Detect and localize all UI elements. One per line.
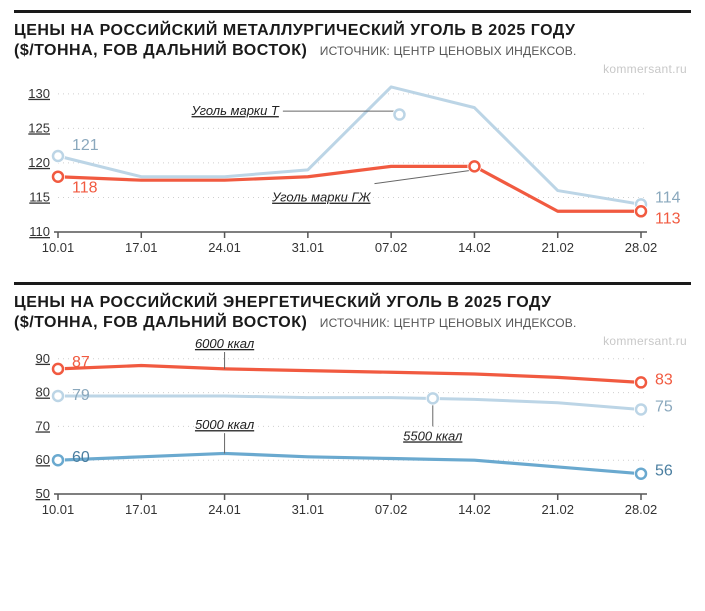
svg-text:07.02: 07.02 [375,502,408,517]
svg-text:14.02: 14.02 [458,502,491,517]
svg-text:28.02: 28.02 [625,240,658,255]
svg-text:130: 130 [28,86,50,101]
svg-text:10.01: 10.01 [42,502,75,517]
svg-text:17.01: 17.01 [125,502,158,517]
svg-text:114: 114 [655,189,681,206]
svg-text:83: 83 [655,371,673,388]
svg-text:80: 80 [36,385,50,400]
svg-text:21.02: 21.02 [541,240,574,255]
svg-text:5500 ккал: 5500 ккал [403,428,463,443]
svg-text:28.02: 28.02 [625,502,658,517]
svg-text:75: 75 [655,399,673,416]
svg-text:21.02: 21.02 [541,502,574,517]
svg-text:31.01: 31.01 [292,502,325,517]
svg-text:110: 110 [29,224,50,239]
panel-divider [14,282,691,285]
svg-text:50: 50 [36,486,50,501]
svg-text:31.01: 31.01 [292,240,325,255]
title-line2: ($/ТОННА, FOB ДАЛЬНИЙ ВОСТОК) [14,42,307,59]
svg-text:14.02: 14.02 [458,240,491,255]
title-block-met: ЦЕНЫ НА РОССИЙСКИЙ МЕТАЛЛУРГИЧЕСКИЙ УГОЛ… [14,21,691,60]
svg-text:90: 90 [36,351,50,366]
title-block-energy: ЦЕНЫ НА РОССИЙСКИЙ ЭНЕРГЕТИЧЕСКИЙ УГОЛЬ … [14,293,691,332]
svg-text:118: 118 [72,180,98,197]
source-label: ИСТОЧНИК: ЦЕНТР ЦЕНОВЫХ ИНДЕКСОВ. [320,44,577,58]
svg-text:125: 125 [28,120,50,135]
svg-text:Уголь марки ГЖ: Уголь марки ГЖ [271,190,371,205]
svg-text:5000 ккал: 5000 ккал [195,417,255,432]
source-label: ИСТОЧНИК: ЦЕНТР ЦЕНОВЫХ ИНДЕКСОВ. [320,316,577,330]
title-line1: ЦЕНЫ НА РОССИЙСКИЙ МЕТАЛЛУРГИЧЕСКИЙ УГОЛ… [14,21,691,41]
svg-text:60: 60 [36,452,50,467]
svg-text:87: 87 [72,354,90,371]
svg-text:70: 70 [36,418,50,433]
svg-text:07.02: 07.02 [375,240,408,255]
svg-text:60: 60 [72,449,90,466]
title-line1: ЦЕНЫ НА РОССИЙСКИЙ ЭНЕРГЕТИЧЕСКИЙ УГОЛЬ … [14,293,691,313]
svg-text:120: 120 [28,155,50,170]
svg-text:113: 113 [655,210,681,227]
svg-text:6000 ккал: 6000 ккал [195,336,255,351]
chart-met: 110 115 120 125 130 10.01 17.01 24.01 31.01 07.02… [14,62,691,262]
svg-text:115: 115 [29,189,50,204]
svg-text:56: 56 [655,463,673,480]
svg-text:24.01: 24.01 [208,240,241,255]
svg-text:Уголь марки Т: Уголь марки Т [191,103,280,118]
panel-met: ЦЕНЫ НА РОССИЙСКИЙ МЕТАЛЛУРГИЧЕСКИЙ УГОЛ… [0,0,705,266]
svg-text:121: 121 [72,137,99,154]
svg-text:10.01: 10.01 [42,240,75,255]
panel-divider [14,10,691,13]
svg-text:24.01: 24.01 [208,502,241,517]
chart-energy: 50 60 70 80 90 10.01 17.01 24.01 31.01 07.02 14.02… [14,334,691,524]
panel-energy: ЦЕНЫ НА РОССИЙСКИЙ ЭНЕРГЕТИЧЕСКИЙ УГОЛЬ … [0,272,705,528]
title-line2: ($/ТОННА, FOB ДАЛЬНИЙ ВОСТОК) [14,314,307,331]
svg-text:17.01: 17.01 [125,240,158,255]
svg-text:79: 79 [72,387,90,404]
